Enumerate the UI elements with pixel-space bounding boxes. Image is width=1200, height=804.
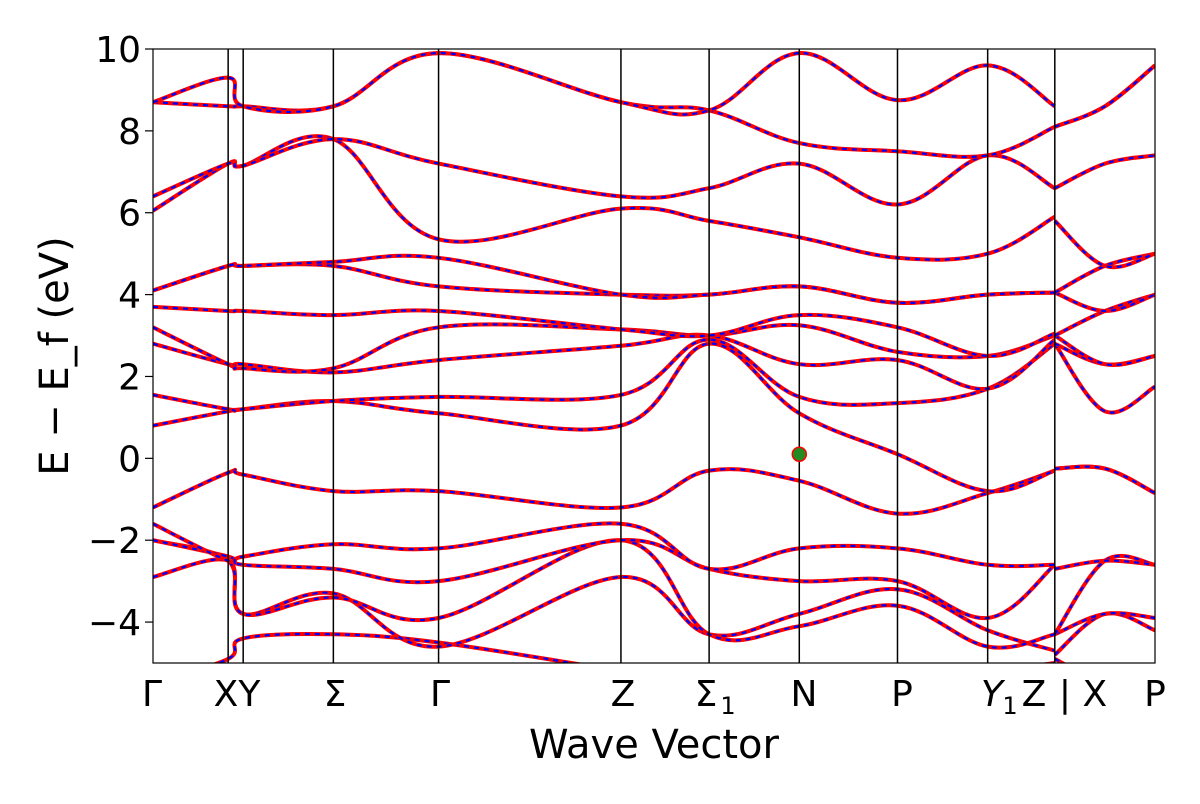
special-point-marker <box>791 446 808 462</box>
band-14-seg-1-red <box>1053 153 1155 190</box>
bands-layer <box>153 51 1155 663</box>
plot-frame <box>152 48 1156 664</box>
band-16-seg-0-blue <box>153 51 1056 116</box>
band-16-seg-1-blue <box>1054 64 1155 128</box>
band-13-seg-1-blue <box>1054 220 1155 269</box>
x-tick-label-p: P <box>891 674 913 715</box>
band-4-seg-0-blue <box>153 522 1055 571</box>
band-11-seg-0-red <box>153 261 1055 305</box>
kpoint-lines <box>227 49 1056 663</box>
y-tick-label: −2 <box>88 521 141 562</box>
x-tick-label-sigma1: Σ <box>695 674 718 715</box>
band-13-seg-1-red <box>1053 219 1155 270</box>
band-15-seg-1-red <box>1054 63 1155 129</box>
band-7-seg-1-red <box>1053 342 1155 415</box>
band-0-seg-0-blue <box>215 632 1055 663</box>
band-11-seg-1-blue <box>1054 291 1155 313</box>
band-11-seg-0-blue <box>153 262 1055 305</box>
band-11-seg-1-red <box>1054 290 1155 314</box>
x-tick-label-z: Z <box>611 674 636 715</box>
band-12-seg-1-blue <box>1054 252 1155 294</box>
band-1-seg-1-red <box>1053 611 1155 657</box>
band-14-seg-1-blue <box>1054 154 1155 190</box>
band-7-seg-1-blue <box>1053 343 1155 414</box>
x-tick-label-p-2: P <box>1144 674 1166 715</box>
band-7-seg-0-red <box>153 337 1056 413</box>
band-0-seg-0-red <box>212 632 1055 663</box>
y-ticks: −4 −2 0 2 4 6 8 10 <box>88 30 153 644</box>
x-tick-labels: Γ XY Σ Γ Z Σ 1 N P Y 1 Z | X P <box>142 674 1166 720</box>
y-tick-label: −4 <box>88 603 141 644</box>
band-8-seg-0-blue <box>153 333 1056 391</box>
x-axis-label: Wave Vector <box>529 722 780 768</box>
x-tick-label-sigma: Σ <box>324 674 347 715</box>
x-tick-label-gamma: Γ <box>142 674 162 715</box>
y-axis-label: E − E_f (eV) <box>32 236 78 475</box>
band-4-seg-1-red <box>1054 558 1155 571</box>
band-10-seg-1-blue <box>1054 293 1155 337</box>
band-16-seg-0-red <box>153 51 1056 117</box>
band-2-seg-1-blue <box>1054 612 1155 636</box>
band-8-seg-0-red <box>153 332 1057 391</box>
band-1-seg-0-blue <box>153 558 1056 652</box>
y-tick-label: 2 <box>118 357 141 398</box>
y-tick-label: 0 <box>118 439 141 480</box>
band-9-seg-1-blue <box>1054 334 1155 367</box>
x-tick-label-z-2: Z <box>1022 674 1047 715</box>
band-15-seg-1-blue <box>1054 64 1155 128</box>
y-tick-label: 8 <box>118 112 141 153</box>
band-1-seg-1-blue <box>1054 612 1155 656</box>
x-tick-label-y1: Y <box>981 674 1006 715</box>
band-6-seg-1-blue <box>1054 465 1155 495</box>
band-4-seg-1-blue <box>1054 559 1155 570</box>
x-tick-label-sigma1-subscript: 1 <box>720 692 735 720</box>
y-tick-label: 10 <box>95 30 141 71</box>
special-point-layer <box>791 446 808 462</box>
y-tick-label: 6 <box>118 194 141 235</box>
x-tick-label-x: | X <box>1059 674 1107 715</box>
band-5-seg-0-blue <box>153 467 1056 515</box>
band-16-seg-1-red <box>1054 63 1155 129</box>
x-tick-label-n: N <box>791 674 818 715</box>
band-13-seg-0-blue <box>153 135 1056 261</box>
band-6-seg-1-red <box>1054 464 1155 495</box>
band-14-seg-0-blue <box>153 137 1056 206</box>
band-12-seg-0-blue <box>153 254 1055 305</box>
x-tick-label-y1-subscript: 1 <box>1002 692 1017 720</box>
y-tick-label: 4 <box>118 276 141 317</box>
x-tick-label-gamma-2: Γ <box>430 674 450 715</box>
x-tick-label-xy: XY <box>214 674 262 715</box>
band-4-seg-0-red <box>153 521 1055 572</box>
